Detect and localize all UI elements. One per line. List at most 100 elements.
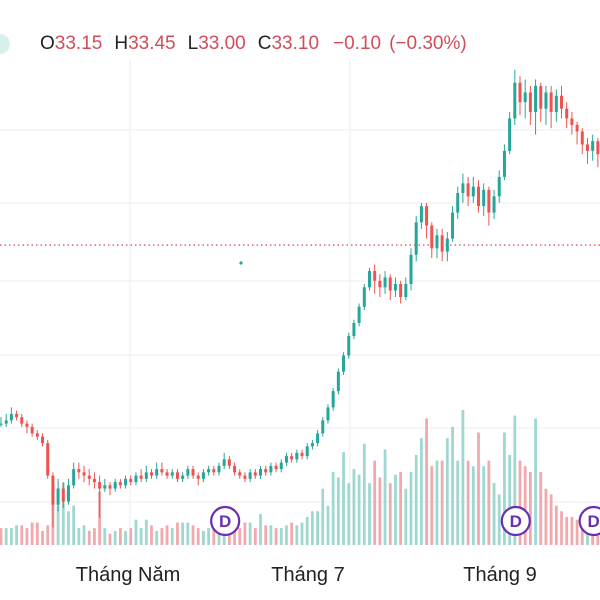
volume-bar: [9, 528, 13, 545]
candle-body: [20, 417, 24, 424]
volume-bar: [362, 443, 366, 545]
candle-body: [508, 118, 512, 151]
volume-bar: [82, 525, 86, 545]
volume-bar: [207, 528, 210, 545]
change-percent: (−0.30%): [389, 33, 467, 54]
candle-body: [124, 478, 128, 486]
candle-body: [585, 144, 589, 151]
high-key: H: [114, 33, 129, 54]
candle-body: [487, 189, 491, 213]
dividend-marker-circle: [500, 505, 531, 537]
candle-body: [445, 238, 449, 252]
volume-bar: [243, 522, 247, 545]
volume-bar: [534, 418, 537, 545]
candle-body: [331, 391, 335, 408]
volume-bar: [20, 525, 24, 545]
volume-bar: [409, 471, 413, 545]
candle-body: [466, 183, 470, 197]
candle-body: [51, 475, 55, 505]
candle-body: [290, 456, 294, 460]
volume-bar: [461, 410, 465, 545]
candle-body: [279, 462, 283, 470]
candle-body: [274, 465, 278, 470]
volume-bar: [87, 530, 91, 545]
volume-bar: [134, 519, 138, 545]
volume-bar: [394, 474, 397, 545]
candle-body: [41, 436, 45, 444]
candle-body: [56, 488, 60, 505]
candle-body: [77, 469, 81, 473]
candle-body: [352, 322, 356, 336]
candle-body: [502, 150, 506, 177]
volume-bar: [565, 516, 569, 545]
volume-bar: [487, 460, 491, 545]
candle-body: [269, 465, 273, 473]
volume-bar: [113, 530, 117, 545]
volume-bar: [35, 522, 39, 545]
candle-body: [492, 196, 496, 213]
open-key: O: [40, 33, 55, 54]
candle-body: [243, 475, 247, 479]
volume-bar: [0, 528, 3, 545]
candle-body: [113, 482, 117, 489]
volume-bar: [471, 466, 475, 545]
candle-body: [482, 189, 486, 207]
volume-bar: [233, 528, 236, 545]
candle-body: [565, 108, 569, 119]
volume-bar: [295, 525, 299, 545]
dividend-marker[interactable]: D: [210, 505, 241, 537]
volume-bar: [357, 474, 361, 545]
candle-body: [316, 433, 320, 444]
volume-bar: [497, 494, 501, 545]
volume-bar: [238, 528, 242, 545]
symbol-badge[interactable]: [0, 34, 10, 54]
candle-body: [440, 235, 444, 252]
dividend-marker[interactable]: D: [578, 505, 600, 537]
candle-body: [534, 85, 538, 112]
volume-bar: [129, 528, 133, 545]
candle-body: [435, 235, 439, 249]
candle-body: [108, 485, 112, 489]
change-value: −0.10: [333, 33, 382, 54]
volume-bar: [508, 455, 512, 545]
candle-body: [300, 452, 304, 457]
candlesticks: [0, 69, 600, 528]
volume-bar: [108, 533, 112, 545]
volume-bar: [186, 522, 190, 545]
candle-body: [310, 443, 314, 447]
candle-body: [456, 193, 460, 213]
candle-body: [72, 469, 76, 486]
volume-bar: [67, 511, 70, 545]
candle-body: [347, 335, 351, 356]
volume-bar: [269, 525, 273, 545]
volume-bar: [580, 522, 584, 545]
volume-bar: [181, 522, 185, 545]
volume-bar: [466, 460, 470, 545]
volume-bar: [300, 522, 304, 545]
volume-bar: [285, 525, 288, 545]
volume-bar: [321, 488, 325, 545]
x-label-july: Tháng 7: [271, 564, 344, 586]
volume-bar: [279, 528, 283, 545]
volume-bar: [77, 528, 81, 545]
candle-body: [155, 469, 159, 476]
volume-bar: [425, 418, 428, 545]
volume-bar: [326, 505, 330, 545]
candle-body: [150, 472, 154, 476]
volume-bar: [347, 483, 351, 545]
candle-body: [82, 472, 86, 476]
candle-body: [98, 482, 102, 489]
dividend-marker[interactable]: D: [500, 505, 531, 537]
volume-bar: [560, 511, 563, 545]
candle-body: [430, 225, 434, 249]
volume-bar: [419, 438, 423, 545]
volume-bar: [176, 522, 179, 545]
volume-bar: [342, 452, 345, 545]
volume-bar: [165, 525, 169, 545]
candle-body: [518, 82, 522, 103]
candle-body: [129, 478, 133, 483]
volume-bar: [72, 505, 76, 545]
dividend-marker-label: D: [588, 512, 600, 531]
